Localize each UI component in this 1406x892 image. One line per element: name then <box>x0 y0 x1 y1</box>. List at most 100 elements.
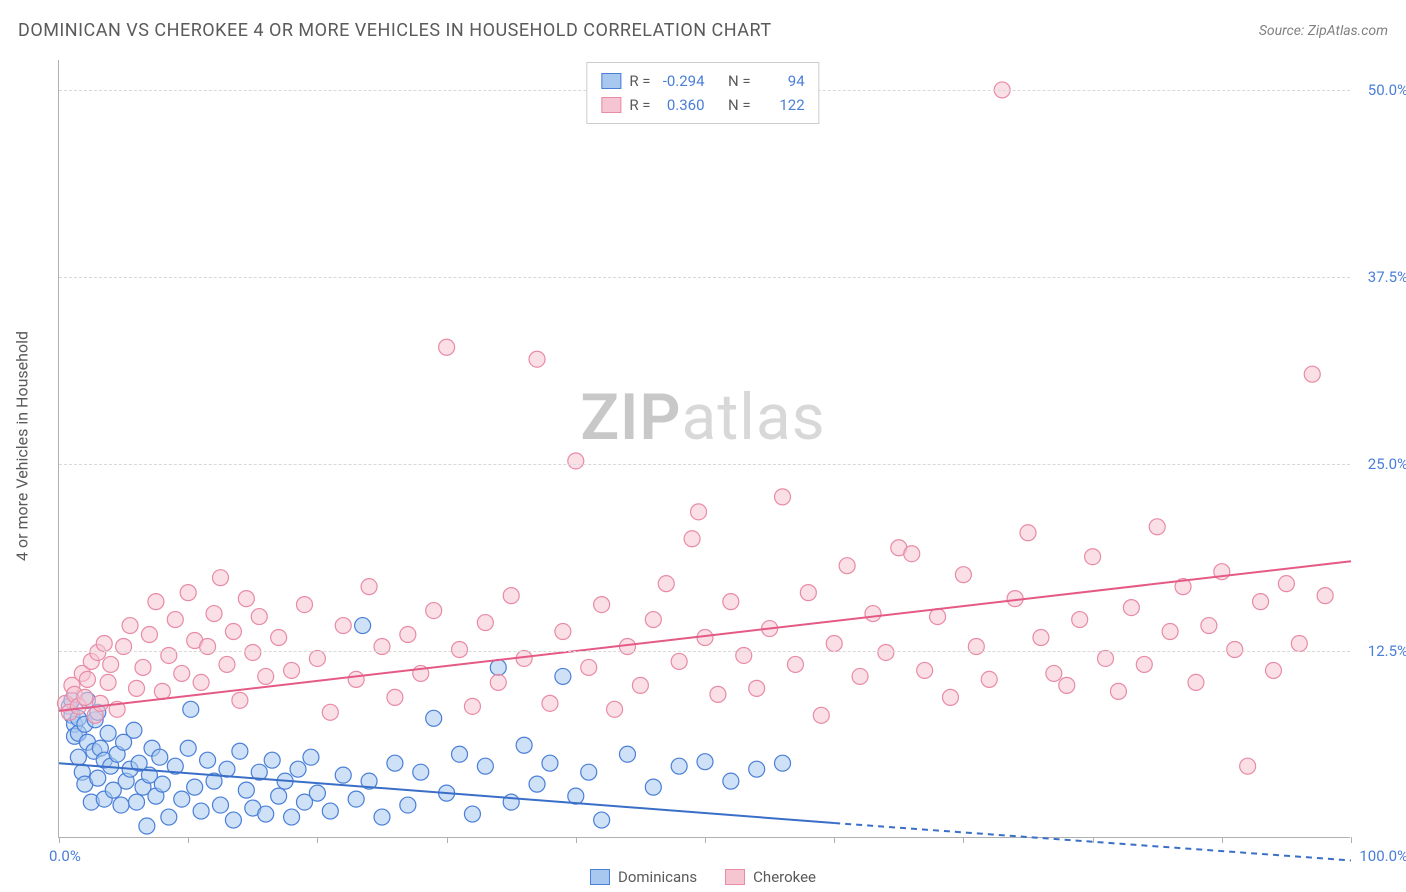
data-point <box>942 689 958 705</box>
data-point <box>187 779 203 795</box>
data-point <box>183 701 199 717</box>
data-point <box>749 680 765 696</box>
data-point <box>174 791 190 807</box>
data-point <box>1085 549 1101 565</box>
data-point <box>387 689 403 705</box>
n-label: N = <box>728 93 751 117</box>
data-point <box>374 638 390 654</box>
data-point <box>1098 650 1114 666</box>
data-point <box>213 570 229 586</box>
data-point <box>238 782 254 798</box>
data-point <box>426 710 442 726</box>
data-point <box>264 752 280 768</box>
data-point <box>490 674 506 690</box>
data-point <box>1304 366 1320 382</box>
x-tick-mark <box>576 837 577 843</box>
data-point <box>865 606 881 622</box>
data-point <box>568 453 584 469</box>
legend-label: Dominicans <box>618 868 697 886</box>
data-point <box>180 585 196 601</box>
data-point <box>800 585 816 601</box>
data-point <box>1291 636 1307 652</box>
data-point <box>736 647 752 663</box>
data-point <box>100 674 116 690</box>
legend-swatch <box>725 869 745 885</box>
data-point <box>258 668 274 684</box>
data-point <box>1020 525 1036 541</box>
y-tick-label: 37.5% <box>1356 268 1406 286</box>
data-point <box>154 683 170 699</box>
y-axis-label: 4 or more Vehicles in Household <box>13 331 32 561</box>
data-point <box>77 689 93 705</box>
data-point <box>1059 677 1075 693</box>
r-label: R = <box>629 69 650 93</box>
r-value: -0.294 <box>659 69 705 93</box>
data-point <box>303 749 319 765</box>
n-label: N = <box>728 69 751 93</box>
data-point <box>490 659 506 675</box>
data-point <box>154 776 170 792</box>
data-point <box>258 806 274 822</box>
legend-swatch <box>590 869 610 885</box>
data-point <box>904 546 920 562</box>
data-point <box>542 695 558 711</box>
data-point <box>193 674 209 690</box>
data-point <box>206 606 222 622</box>
data-point <box>400 627 416 643</box>
data-point <box>348 791 364 807</box>
data-point <box>1188 674 1204 690</box>
data-point <box>238 591 254 607</box>
data-point <box>225 624 241 640</box>
data-point <box>464 806 480 822</box>
data-point <box>90 770 106 786</box>
data-point <box>968 638 984 654</box>
data-point <box>477 758 493 774</box>
legend-item: Dominicans <box>590 868 697 886</box>
data-point <box>1265 662 1281 678</box>
data-point <box>1110 683 1126 699</box>
data-point <box>271 630 287 646</box>
data-point <box>322 803 338 819</box>
data-point <box>464 698 480 714</box>
data-point <box>290 761 306 777</box>
data-point <box>348 671 364 687</box>
x-tick-mark <box>963 837 964 843</box>
chart-title: DOMINICAN VS CHEROKEE 4 OR MORE VEHICLES… <box>18 20 772 41</box>
data-point <box>70 749 86 765</box>
gridline <box>59 464 1350 465</box>
source-label: Source: <box>1259 23 1308 39</box>
data-point <box>787 656 803 672</box>
data-point <box>1278 576 1294 592</box>
x-tick-mark <box>317 837 318 843</box>
data-point <box>296 597 312 613</box>
x-tick-mark <box>59 837 60 843</box>
chart-header: DOMINICAN VS CHEROKEE 4 OR MORE VEHICLES… <box>18 20 1388 41</box>
data-point <box>100 725 116 741</box>
data-point <box>1123 600 1139 616</box>
gridline <box>59 651 1350 652</box>
data-point <box>619 746 635 762</box>
x-tick-mark <box>1351 837 1352 843</box>
data-point <box>180 740 196 756</box>
x-tick-mark <box>188 837 189 843</box>
gridline <box>59 277 1350 278</box>
data-point <box>671 758 687 774</box>
data-point <box>161 647 177 663</box>
data-point <box>174 665 190 681</box>
data-point <box>355 618 371 634</box>
data-point <box>658 576 674 592</box>
data-point <box>813 707 829 723</box>
data-point <box>981 671 997 687</box>
data-point <box>413 764 429 780</box>
data-point <box>594 812 610 828</box>
data-point <box>400 797 416 813</box>
data-point <box>930 609 946 625</box>
legend: DominicansCherokee <box>590 868 816 886</box>
x-tick-mark <box>1093 837 1094 843</box>
data-point <box>839 558 855 574</box>
data-point <box>309 785 325 801</box>
x-tick-mark <box>447 837 448 843</box>
data-point <box>697 754 713 770</box>
data-point <box>387 755 403 771</box>
data-point <box>116 638 132 654</box>
